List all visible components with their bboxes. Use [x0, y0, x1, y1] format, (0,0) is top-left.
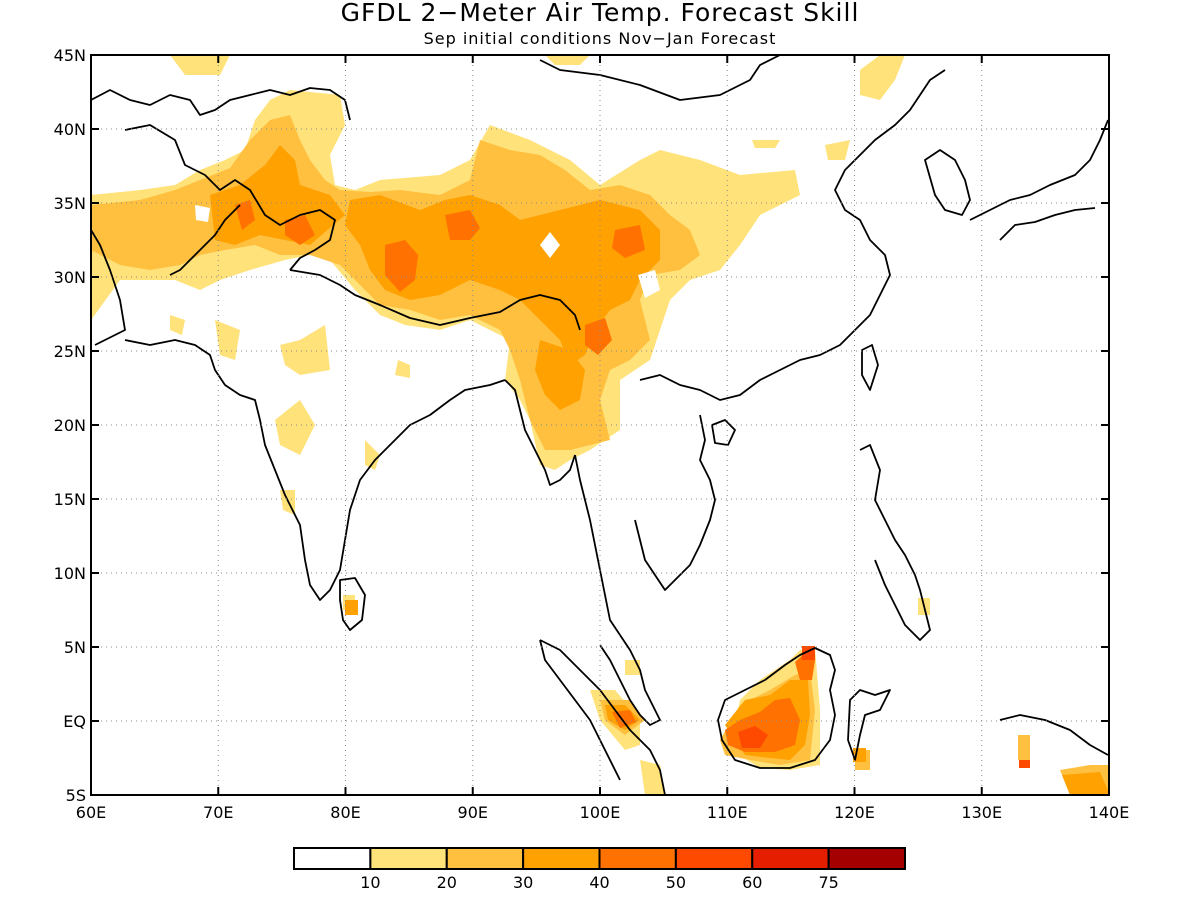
y-tick-label: 45N: [54, 46, 86, 65]
map-subtitle: Sep initial conditions Nov−Jan Forecast: [423, 29, 777, 48]
colorbar-label: 50: [666, 873, 686, 892]
y-tick-label: 35N: [54, 194, 86, 213]
colorbar-label: 10: [360, 873, 380, 892]
axis-ticks: 60E 70E 80E 90E 100E 110E 120E 130E 140E 45N 40N 35…: [54, 46, 1130, 822]
x-tick-label: 130E: [961, 803, 1002, 822]
colorbar-label: 75: [818, 873, 838, 892]
x-tick-label: 70E: [203, 803, 233, 822]
coastlines: [91, 55, 1109, 795]
colorbar-swatch: [522, 847, 601, 870]
x-tick-label: 90E: [458, 803, 488, 822]
colorbar-label: 60: [742, 873, 762, 892]
colorbar-swatch: [293, 847, 372, 870]
colorbar-label: 30: [513, 873, 533, 892]
x-tick-label: 80E: [330, 803, 360, 822]
x-tick-label: 100E: [580, 803, 621, 822]
lat-lon-grid: [91, 55, 1109, 795]
y-tick-label: 15N: [54, 490, 86, 509]
x-tick-label: 110E: [707, 803, 748, 822]
y-tick-label: 10N: [54, 564, 86, 583]
x-tick-label: 120E: [834, 803, 875, 822]
skill-field: [91, 55, 1109, 795]
y-tick-label: EQ: [63, 712, 86, 731]
colorbar-label: 40: [589, 873, 609, 892]
y-tick-label: 5N: [64, 638, 86, 657]
colorbar-swatch: [674, 847, 754, 870]
map-title: GFDL 2−Meter Air Temp. Forecast Skill: [340, 0, 860, 27]
y-tick-label: 20N: [54, 416, 86, 435]
colorbar-label: 20: [437, 873, 457, 892]
colorbar-swatch: [369, 847, 448, 870]
colorbar-swatch: [751, 847, 830, 870]
colorbar-swatch: [445, 847, 525, 870]
y-tick-label: 5S: [66, 786, 86, 805]
y-tick-label: 30N: [54, 268, 86, 287]
x-tick-label: 60E: [76, 803, 106, 822]
colorbar-swatch: [598, 847, 677, 870]
colorbar-swatch: [827, 847, 906, 870]
skill-below-threshold: [195, 205, 660, 298]
y-tick-label: 40N: [54, 120, 86, 139]
x-tick-label: 140E: [1089, 803, 1130, 822]
colorbar: 10 20 30 40 50 60 75: [293, 847, 906, 892]
y-tick-label: 25N: [54, 342, 86, 361]
